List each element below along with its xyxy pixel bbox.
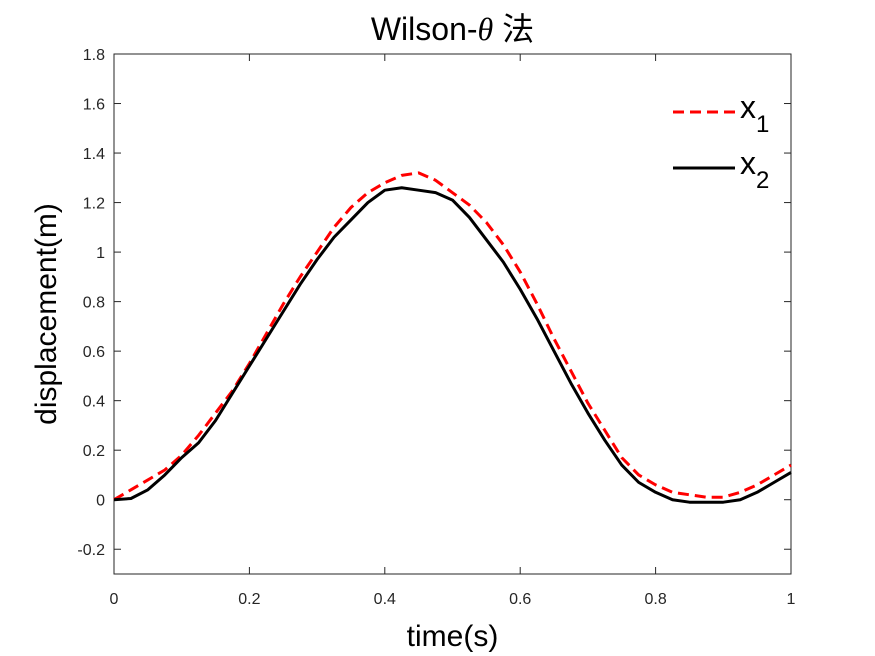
y-tick-label-3: 0.4 [83,394,105,411]
plot-area [113,53,792,575]
y-tick-label-6: 1 [96,245,105,262]
y-tick-label-7: 1.2 [83,196,105,213]
y-tick-labels: -0.2 0 0.2 0.4 0.6 0.8 1 1.2 1.4 1.6 1.8 [77,47,105,559]
y-tick-label-0: -0.2 [77,542,105,559]
title-segment-0: Wilson- [371,11,478,47]
x-tick-labels: 0 0.2 0.4 0.6 0.8 1 [110,591,796,608]
x-tick-label-4: 0.8 [644,591,666,608]
x-tick-label-1: 0.2 [238,591,260,608]
series-line-x2 [113,186,792,504]
y-axis-label: displacement(m) [30,203,63,425]
axes-box [113,53,792,575]
chart-title: Wilson-θ 法 [371,11,534,47]
legend-label-base: x [740,89,756,125]
legend-label-x1: x1 [740,89,769,138]
x-tick-label-3: 0.6 [509,591,531,608]
y-tick-label-1: 0 [96,493,105,510]
x-axis-label: time(s) [407,620,499,653]
y-tick-label-4: 0.6 [83,344,105,361]
legend-label-base: x [740,145,756,181]
x-tick-label-2: 0.4 [374,591,396,608]
legend-label-x2: x2 [740,145,769,194]
x-tick-label-5: 1 [787,591,796,608]
y-tick-label-5: 0.8 [83,295,105,312]
y-tick-label-9: 1.6 [83,97,105,114]
title-theta: θ [478,11,494,47]
legend-label-subscript: 1 [756,111,769,138]
title-segment-1: 法 [493,11,534,47]
x-tick-label-0: 0 [110,591,119,608]
series-group [113,171,792,504]
y-tick-label-8: 1.4 [83,146,105,163]
legend-label-subscript: 2 [756,167,769,194]
y-tick-label-2: 0.2 [83,443,105,460]
y-tick-label-10: 1.8 [83,47,105,64]
series-line-x1 [113,171,792,502]
